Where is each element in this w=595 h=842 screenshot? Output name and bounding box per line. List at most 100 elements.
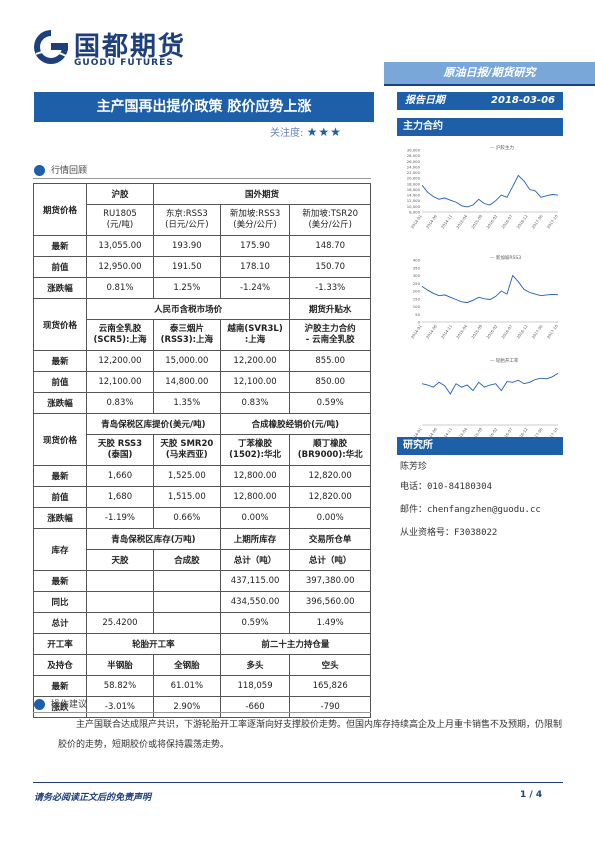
x-tick-label: 2016-12: [515, 213, 529, 229]
col-total-tons: 总计（吨）: [289, 549, 371, 571]
table-cell: 0.81%: [86, 277, 154, 299]
row-label: 总计: [33, 612, 87, 634]
col-ru1805: RU1805 (元/吨): [103, 209, 137, 230]
table-cell: 12,200.00: [86, 350, 154, 372]
table-cell: 25.4200: [86, 612, 154, 634]
table-row: 涨跌幅 -1.19% 0.66% 0.00% 0.00%: [33, 507, 371, 529]
report-title: 主产国再出提价政策 胶价应势上涨: [34, 92, 374, 122]
row-label: 涨跌幅: [33, 507, 87, 529]
y-tick-label: 28,000: [407, 153, 421, 158]
group-tire-rate: 轮胎开工率: [86, 633, 221, 655]
table-cell: 0.59%: [219, 612, 291, 634]
table-cell: 434,550.00: [219, 591, 291, 613]
table-cell: 1.49%: [289, 612, 371, 634]
x-tick-label: 2017-10: [546, 213, 560, 229]
col-tokyo-rss3: 东京:RSS3 (日元/公斤): [165, 209, 209, 230]
row-label-futures: 期货价格: [33, 183, 87, 236]
chart-sg-rss3: — 新加坡RSS3 400 350 300 250 200 150 100 50 0 2014-01…: [400, 252, 563, 347]
y-tick-label: 0: [418, 320, 421, 325]
col-semi-steel: 半钢胎: [86, 654, 154, 676]
y-tick-label: 150: [413, 296, 421, 301]
row-label-operating: 开工率: [33, 633, 87, 655]
table-cell: [152, 591, 221, 613]
table-row: 最新 13,055.00 193.90 175.90 148.70: [33, 235, 371, 257]
table-cell: 0.00%: [289, 507, 371, 529]
x-tick-label: 2017-05: [531, 213, 545, 229]
row-label: 涨跌幅: [33, 392, 87, 414]
futures-rows: 最新 13,055.00 193.90 175.90 148.70 前值 12,950.00…: [33, 235, 371, 299]
table-cell: [86, 570, 154, 592]
operation-heading: 操作建议: [34, 697, 87, 710]
footer-divider: [33, 782, 563, 783]
table-cell: 1.35%: [152, 392, 221, 414]
col-rss3-th: 天胶 RSS3 (泰国): [97, 439, 143, 460]
x-tick-label: 2016-07: [500, 323, 514, 339]
table-cell: 12,800.00: [219, 465, 291, 487]
row-label-spot2: 现货价格: [33, 413, 87, 466]
table-cell: 191.50: [152, 256, 221, 278]
y-tick-label: 30,000: [407, 148, 421, 153]
col-header: 云南全乳胶 (SCR5):上海: [86, 319, 154, 351]
table-row: 最新 437,115.00 397,380.00: [33, 570, 371, 592]
x-tick-label: 2014-06: [425, 213, 439, 229]
table-cell: 14,800.00: [152, 371, 221, 393]
y-tick-label: 20,000: [407, 176, 421, 181]
group-bonded-inventory: 青岛保税区库存(万吨): [86, 528, 221, 550]
x-tick-label: 2014-01: [410, 323, 424, 339]
col-rss3-sh: 泰三烟片 (RSS3):上海: [160, 324, 214, 345]
inventory-rows: 最新 437,115.00 397,380.00 同比 434,550.00 396,56…: [33, 570, 371, 634]
table-row: 涨跌幅 0.83% 1.35% 0.83% 0.59%: [33, 392, 371, 414]
table-cell: 175.90: [219, 235, 291, 257]
table-cell: 193.90: [152, 235, 221, 257]
disclaimer[interactable]: 请务必阅读正文后的免责声明: [34, 793, 152, 803]
col-header: 沪胶主力合约 - 云南全乳胶: [289, 319, 371, 351]
researcher-email[interactable]: 邮件：chenfangzhen@guodu.cc: [400, 505, 541, 515]
table-cell: 1,660: [86, 465, 154, 487]
attention-level: 关注度: ★★★: [270, 124, 342, 139]
table-cell: 150.70: [289, 256, 371, 278]
legend-label: — 轮胎开工率: [490, 357, 519, 364]
x-tick-label: 2016-02: [485, 213, 499, 229]
operation-text: 主产国联合达成限产共识，下游轮胎开工率逐渐向好支撑胶价走势。但国内库存持续高企及…: [58, 720, 563, 750]
tag-underline: [384, 84, 595, 86]
operation-label: 操作建议: [51, 700, 88, 710]
col-header: RU1805 (元/吨): [86, 204, 154, 236]
table-row: 总计 25.4200 0.59% 1.49%: [33, 612, 371, 634]
table-row: 前值 1,680 1,515.00 12,800.00 12,820.00: [33, 486, 371, 508]
series-line: [421, 174, 559, 208]
group-foreign: 国外期货: [152, 183, 372, 205]
table-cell: 397,380.00: [289, 570, 371, 592]
col-header: 新加坡:RSS3 (美分/公斤): [219, 204, 291, 236]
date-value: 2018-03-06: [491, 95, 555, 106]
table-cell: 0.83%: [86, 392, 154, 414]
table-cell: 58.82%: [86, 675, 154, 697]
table-cell: 12,800.00: [219, 486, 291, 508]
table-cell: 1,680: [86, 486, 154, 508]
market-review-heading: 行情回顾: [34, 163, 87, 176]
section-bullet-icon: [34, 165, 45, 176]
row-label: 最新: [33, 675, 87, 697]
chart-svg: — 沪胶主力 30,00028,00026,00024,00022,00020,0…: [407, 144, 560, 230]
x-tick-label: 2016-07: [500, 213, 514, 229]
col-header: 新加坡:TSR20 (美分/公斤): [289, 204, 371, 236]
x-tick-label: 2015-09: [470, 323, 484, 339]
table-cell: 12,950.00: [86, 256, 154, 278]
group-top20: 前二十主力持仓量: [219, 633, 372, 655]
spot2-rows: 最新 1,660 1,525.00 12,800.00 12,820.00 前值 1,680…: [33, 465, 371, 529]
table-row: 同比 434,550.00 396,560.00: [33, 591, 371, 613]
x-tick-label: 2014-11: [440, 213, 454, 229]
row-label: 前值: [33, 256, 87, 278]
table-cell: [86, 591, 154, 613]
table-cell: 61.01%: [152, 675, 221, 697]
table-cell: 0.66%: [152, 507, 221, 529]
logo-english: GUODU FUTURES: [74, 58, 174, 68]
x-tick-label: 2015-04: [455, 323, 469, 339]
x-tick-label: 2015-09: [470, 213, 484, 229]
divider: [33, 712, 371, 713]
table-cell: 1,515.00: [152, 486, 221, 508]
table-cell: [152, 612, 221, 634]
table-cell: [152, 570, 221, 592]
row-label-spot: 现货价格: [33, 298, 87, 351]
y-tick-label: 100: [413, 304, 421, 309]
table-cell: 437,115.00: [219, 570, 291, 592]
